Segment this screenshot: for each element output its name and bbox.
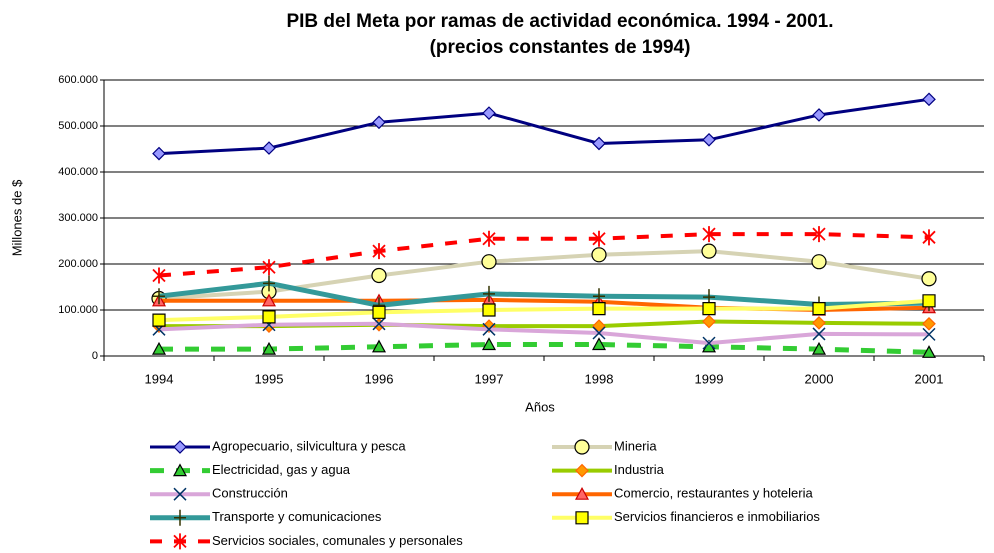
marker — [922, 92, 936, 107]
marker — [592, 319, 606, 333]
series-line — [158, 321, 930, 346]
marker — [592, 136, 606, 151]
chart-title: PIB del Meta por ramas de actividad econ… — [286, 11, 833, 32]
series-line — [158, 298, 930, 323]
series-line — [158, 280, 930, 308]
marker — [922, 229, 936, 246]
series-line — [158, 232, 930, 278]
legend-label: Industria — [614, 462, 665, 477]
marker — [812, 327, 826, 341]
marker — [701, 243, 717, 259]
marker — [262, 259, 276, 276]
x-tick-label: 1998 — [585, 371, 614, 386]
marker — [372, 115, 386, 130]
y-tick-label: 400.000 — [58, 166, 98, 178]
marker — [922, 316, 936, 331]
marker — [593, 288, 605, 305]
series-line — [159, 342, 930, 355]
series-line — [158, 97, 930, 156]
marker — [152, 267, 166, 284]
marker — [372, 305, 386, 319]
marker — [592, 302, 606, 316]
marker — [483, 285, 495, 302]
y-tick-label: 600.000 — [58, 74, 98, 86]
legend-label: Mineria — [614, 438, 657, 453]
x-tick-label: 1996 — [365, 371, 394, 386]
marker — [922, 294, 936, 308]
x-axis-label: Años — [525, 399, 555, 414]
marker — [482, 303, 496, 317]
marker — [152, 313, 166, 327]
marker — [921, 271, 937, 287]
marker — [152, 146, 166, 161]
legend-marker — [172, 463, 188, 477]
x-tick-label: 2001 — [915, 371, 944, 386]
marker — [372, 243, 386, 260]
legend-marker — [575, 463, 589, 478]
legend-marker — [574, 486, 590, 500]
legend-label: Servicios sociales, comunales y personal… — [212, 533, 463, 548]
marker — [261, 341, 277, 355]
legend-label: Electricidad, gas y agua — [212, 462, 351, 477]
marker — [811, 341, 827, 355]
marker — [702, 314, 716, 329]
marker — [482, 322, 496, 336]
marker — [591, 337, 607, 351]
legend-marker — [173, 487, 187, 501]
marker — [151, 341, 167, 355]
marker — [702, 336, 716, 350]
marker — [812, 316, 826, 330]
x-tick-label: 1999 — [695, 371, 724, 386]
marker — [371, 267, 387, 284]
legend-label: Servicios financieros e inmobiliarios — [614, 509, 820, 524]
marker — [371, 339, 387, 353]
marker — [922, 327, 936, 341]
legend-label: Comercio, restaurantes y hoteleria — [614, 486, 813, 501]
y-tick-label: 300.000 — [58, 212, 98, 224]
marker — [592, 326, 606, 340]
legend-label: Construcción — [212, 486, 288, 501]
legend-marker — [575, 511, 589, 525]
marker — [812, 302, 826, 316]
legend-marker — [173, 440, 187, 454]
marker — [811, 254, 827, 270]
marker — [482, 106, 496, 120]
marker — [702, 302, 716, 316]
marker — [261, 293, 277, 307]
x-tick-label: 1994 — [145, 371, 174, 386]
legend-marker — [174, 509, 186, 526]
marker — [702, 132, 716, 147]
marker — [481, 254, 497, 270]
y-tick-label: 200.000 — [58, 258, 98, 270]
y-tick-label: 0 — [92, 350, 98, 362]
x-tick-label: 2000 — [805, 371, 834, 386]
legend-label: Agropecuario, silvicultura y pesca — [212, 438, 406, 453]
y-axis-label: Millones de $ — [9, 179, 24, 256]
marker — [921, 345, 937, 358]
legend-label: Transporte y comunicaciones — [212, 509, 382, 524]
chart-subtitle: (precios constantes de 1994) — [430, 37, 691, 58]
marker — [591, 247, 607, 263]
y-tick-label: 500.000 — [58, 120, 98, 132]
marker — [262, 310, 276, 324]
marker — [481, 337, 497, 351]
marker — [153, 288, 165, 305]
marker — [702, 226, 716, 243]
marker — [262, 141, 276, 155]
marker — [812, 226, 826, 243]
y-tick-label: 100.000 — [58, 304, 98, 316]
x-tick-label: 1997 — [475, 371, 504, 386]
legend-marker — [173, 533, 187, 550]
marker — [372, 317, 386, 331]
marker — [812, 108, 826, 122]
marker — [482, 230, 496, 247]
legend-marker — [574, 439, 590, 455]
marker — [592, 230, 606, 247]
marker — [263, 275, 275, 292]
x-tick-label: 1995 — [255, 371, 284, 386]
